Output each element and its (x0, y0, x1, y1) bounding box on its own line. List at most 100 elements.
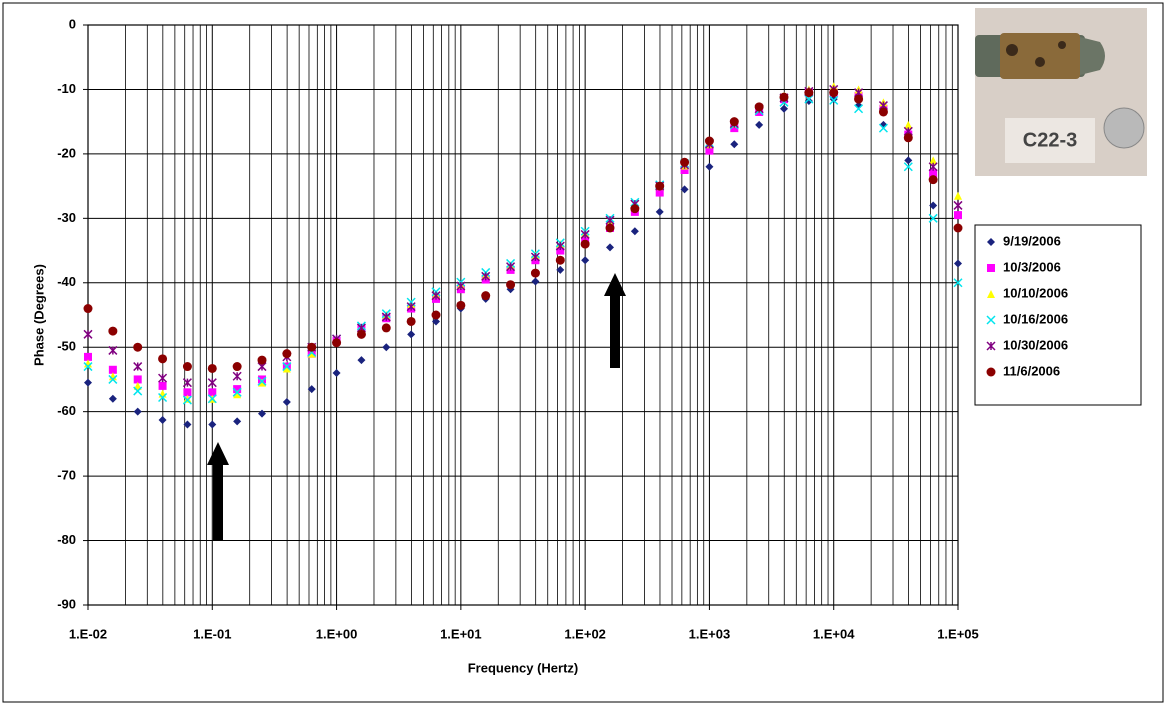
point (903, 162, 913, 172)
point (581, 256, 590, 265)
corrosion-spot (1035, 57, 1045, 67)
point (904, 120, 913, 129)
legend-marker (986, 341, 996, 351)
point (158, 416, 167, 425)
point (729, 117, 739, 127)
point (929, 201, 938, 210)
point (506, 262, 516, 272)
legend-label: 11/6/2006 (1003, 363, 1060, 378)
point (605, 223, 615, 233)
point (133, 386, 143, 396)
point (755, 120, 764, 129)
point (158, 354, 168, 364)
x-tick-label: 1.E+00 (316, 626, 358, 641)
point (804, 97, 813, 106)
point (530, 252, 540, 262)
point (829, 95, 839, 105)
point (953, 223, 963, 233)
legend-label: 10/10/2006 (1003, 285, 1068, 300)
y-tick-label: -80 (57, 532, 76, 547)
point (232, 371, 242, 381)
point (232, 362, 242, 372)
point (954, 211, 962, 220)
point (705, 146, 714, 155)
legend-label: 10/16/2006 (1003, 311, 1068, 326)
inset-label: C22-3 (1023, 129, 1077, 151)
point (108, 326, 118, 336)
point (307, 349, 316, 358)
point (754, 102, 764, 112)
point (431, 310, 441, 320)
point (878, 123, 888, 133)
point (84, 378, 92, 387)
point (556, 265, 565, 274)
legend-label: 9/19/2006 (1003, 233, 1061, 248)
legend-label: 10/30/2006 (1003, 337, 1068, 352)
point (258, 378, 267, 387)
point (307, 342, 317, 352)
point (108, 345, 118, 355)
point (108, 365, 117, 374)
x-axis-title: Frequency (Hertz) (468, 660, 579, 675)
corrosion-spot (1058, 41, 1066, 49)
point (381, 323, 391, 333)
y-tick-label: -70 (57, 468, 76, 483)
point (680, 166, 689, 174)
point (730, 140, 739, 149)
legend-marker (986, 367, 996, 377)
point (332, 369, 341, 377)
point (655, 207, 664, 216)
point (580, 239, 590, 249)
point (233, 385, 242, 394)
point (406, 316, 416, 326)
point (307, 385, 316, 394)
point (730, 124, 739, 133)
point (804, 94, 814, 104)
point (208, 420, 217, 429)
point (555, 241, 565, 251)
point (133, 362, 143, 372)
point (630, 204, 640, 214)
x-tick-label: 1.E+05 (937, 626, 979, 641)
point (506, 280, 516, 290)
x-tick-label: 1.E+02 (564, 626, 606, 641)
point (83, 362, 93, 372)
plot-border (87, 24, 959, 606)
rod-tip (1080, 37, 1105, 75)
y-tick-label: -20 (57, 145, 76, 160)
point (232, 387, 242, 397)
point (953, 200, 963, 210)
point (929, 156, 938, 165)
point (257, 376, 267, 386)
point (829, 88, 839, 98)
point (655, 181, 665, 191)
point (530, 268, 540, 278)
y-tick-label: -50 (57, 339, 76, 354)
point (854, 104, 864, 114)
point (680, 185, 689, 194)
point (282, 349, 292, 359)
point (655, 188, 664, 197)
x-tick-label: 1.E+03 (689, 626, 731, 641)
point (432, 317, 441, 326)
tag (1005, 118, 1095, 163)
point (954, 191, 962, 200)
point (953, 278, 963, 288)
point (83, 329, 93, 339)
coin (1103, 107, 1145, 149)
point (257, 355, 267, 365)
point (904, 156, 913, 165)
point (630, 227, 639, 236)
x-tick-label: 1.E+01 (440, 626, 482, 641)
y-tick-label: 0 (69, 16, 76, 31)
x-tick-label: 1.E+04 (813, 626, 855, 641)
y-tick-label: -10 (57, 81, 76, 96)
point (282, 398, 291, 406)
point (804, 88, 814, 98)
point (779, 92, 789, 102)
point (207, 363, 217, 373)
point (282, 362, 292, 372)
point (83, 304, 93, 314)
